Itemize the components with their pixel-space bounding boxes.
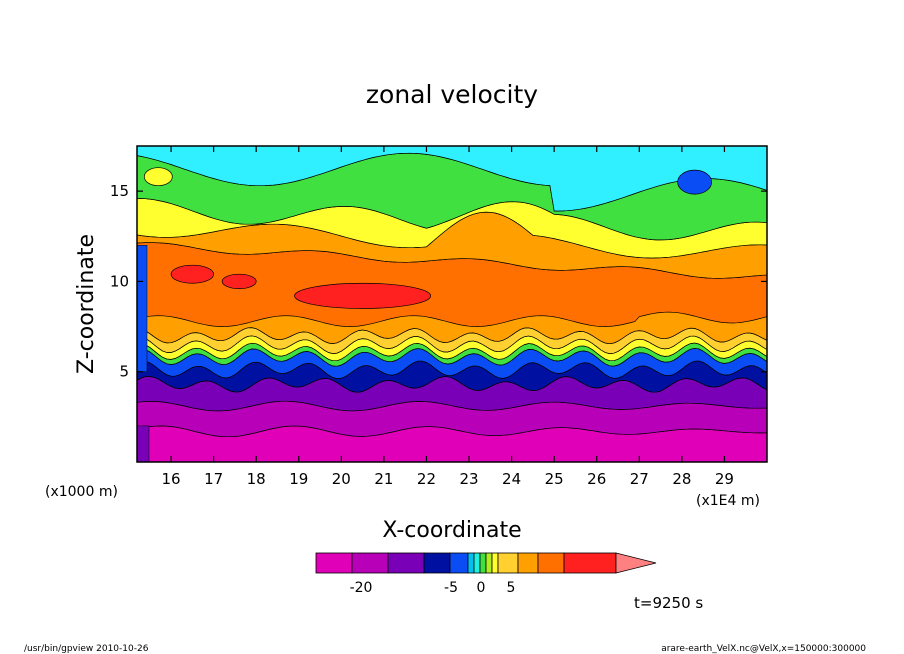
y-tick-label: 10 <box>110 272 129 290</box>
colorbar-swatch <box>491 552 499 574</box>
y-tick-label: 15 <box>110 182 129 200</box>
x-unit-label: (x1E4 m) <box>696 493 760 509</box>
y-axis-title: Z-coordinate <box>74 234 99 374</box>
x-tick-label: 27 <box>630 470 649 488</box>
x-tick-label: 23 <box>459 470 478 488</box>
colorbar-swatch <box>315 552 353 574</box>
colorbar-swatch <box>467 552 475 574</box>
core-red-1 <box>170 264 214 284</box>
colorbar-label: 5 <box>507 580 516 596</box>
x-tick-label: 19 <box>289 470 308 488</box>
x-tick-label: 18 <box>247 470 266 488</box>
colorbar-swatch <box>563 552 617 574</box>
colorbar-swatch <box>423 552 451 574</box>
chart-title: zonal velocity <box>366 80 538 109</box>
colorbar-label: 0 <box>477 580 486 596</box>
x-tick-label: 16 <box>162 470 181 488</box>
colorbar-swatch <box>485 552 493 574</box>
plot-frame <box>136 145 768 463</box>
colorbar-swatch <box>473 552 481 574</box>
x-tick-label: 29 <box>715 470 734 488</box>
colorbar-swatch <box>517 552 539 574</box>
y-unit-label: (x1000 m) <box>45 484 118 500</box>
footer-left: /usr/bin/gpview 2010-10-26 <box>24 644 149 654</box>
x-axis: 16 17 18 19 20 21 22 23 24 25 26 27 28 29 <box>162 146 734 488</box>
colorbar <box>315 552 657 574</box>
core-red-2 <box>221 273 257 290</box>
colorbar-extend-arrow <box>615 552 657 574</box>
pocket-blue <box>677 169 712 195</box>
colorbar-label: -5 <box>444 580 458 596</box>
colorbar-swatch <box>351 552 389 574</box>
x-axis-title: X-coordinate <box>382 518 521 543</box>
colorbar-swatch <box>479 552 487 574</box>
pocket-yellow <box>143 167 173 187</box>
colorbar-swatch <box>449 552 469 574</box>
contour-field <box>137 146 767 462</box>
colorbar-swatch <box>537 552 565 574</box>
boundary-blue <box>137 245 148 372</box>
colorbar-swatch <box>497 552 519 574</box>
y-tick-label: 5 <box>119 363 129 381</box>
y-axis: 5 10 15 <box>110 182 767 381</box>
x-tick-label: 21 <box>374 470 393 488</box>
colorbar-label: -20 <box>350 580 373 596</box>
x-tick-label: 26 <box>587 470 606 488</box>
boundary-purple <box>137 425 150 462</box>
time-label: t=9250 s <box>634 594 703 612</box>
x-tick-label: 24 <box>502 470 521 488</box>
x-tick-label: 22 <box>417 470 436 488</box>
x-tick-label: 20 <box>332 470 351 488</box>
x-tick-label: 25 <box>545 470 564 488</box>
colorbar-swatch <box>387 552 425 574</box>
band-cyan <box>137 146 767 212</box>
core-red-3 <box>294 282 432 309</box>
x-tick-label: 28 <box>672 470 691 488</box>
x-tick-label: 17 <box>204 470 223 488</box>
footer-right: arare-earth_VelX.nc@VelX,x=150000:300000 <box>661 644 866 654</box>
colorbar-labels: -20 -5 0 5 <box>350 580 516 596</box>
